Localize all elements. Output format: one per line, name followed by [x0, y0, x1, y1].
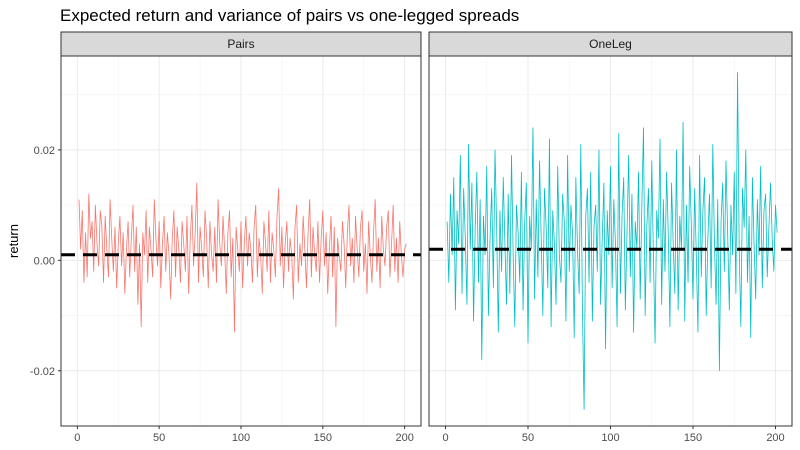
y-tick-label: 0.00	[34, 255, 55, 267]
x-tick-label: 200	[766, 432, 784, 444]
facet-strip-label: Pairs	[227, 37, 254, 51]
y-tick-label: 0.02	[34, 145, 55, 157]
x-tick-label: 0	[74, 432, 80, 444]
facet-strip	[428, 31, 793, 57]
y-tick-label: -0.02	[30, 366, 55, 378]
x-tick-label: 0	[442, 432, 448, 444]
x-tick-label: 100	[232, 432, 250, 444]
x-tick-label: 200	[395, 432, 413, 444]
x-tick-label: 50	[522, 432, 534, 444]
series-line-oneleg	[446, 72, 778, 410]
facet-strip	[60, 31, 422, 57]
chart-title: Expected return and variance of pairs vs…	[60, 6, 520, 25]
y-axis-title: return	[6, 224, 21, 258]
x-tick-label: 50	[153, 432, 165, 444]
x-tick-label: 150	[314, 432, 332, 444]
x-tick-label: 150	[684, 432, 702, 444]
x-tick-label: 100	[601, 432, 619, 444]
facet-strip-label: OneLeg	[589, 37, 632, 51]
series-line-pairs	[78, 182, 407, 333]
